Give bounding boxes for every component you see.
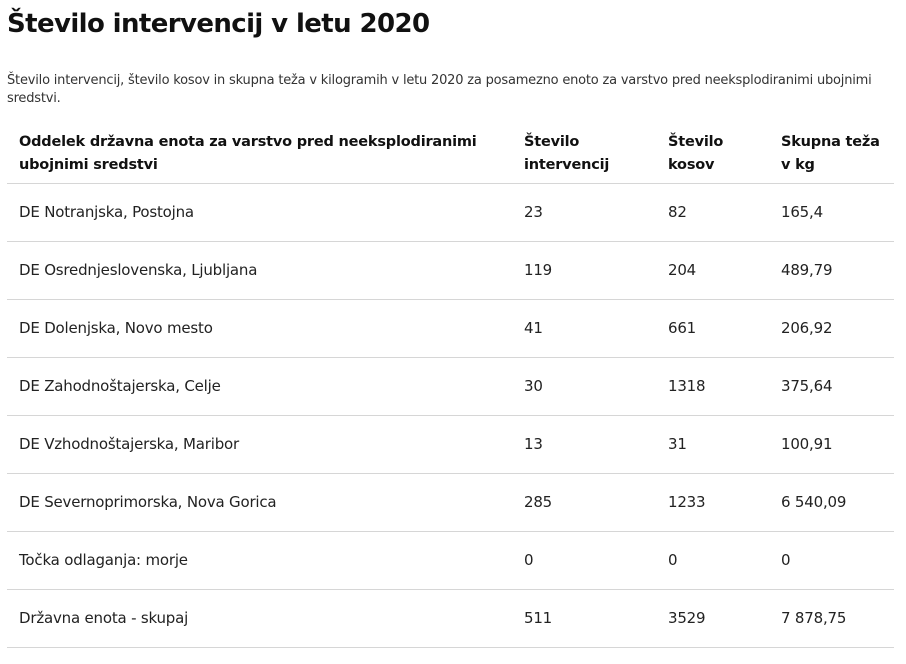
cell-weight: 375,64 xyxy=(769,357,894,416)
header-weight: Skupna teža v kg xyxy=(769,120,894,184)
table-caption: Število intervencij, število kosov in sk… xyxy=(7,73,872,106)
cell-unit: Točka odlaganja: morje xyxy=(7,531,512,590)
cell-unit: DE Zahodnoštajerska, Celje xyxy=(7,357,512,416)
header-pieces: Število kosov xyxy=(656,120,769,184)
cell-interventions: 30 xyxy=(512,357,656,416)
cell-unit: DE Osrednjeslovenska, Ljubljana xyxy=(7,241,512,300)
table-body: DE Notranjska, Postojna 23 82 165,4 DE O… xyxy=(7,183,894,648)
cell-weight: 165,4 xyxy=(769,183,894,242)
cell-interventions: 0 xyxy=(512,531,656,590)
table-row: DE Severnoprimorska, Nova Gorica 285 123… xyxy=(7,473,894,532)
cell-unit: DE Vzhodnoštajerska, Maribor xyxy=(7,415,512,474)
cell-weight: 6 540,09 xyxy=(769,473,894,532)
cell-weight: 100,91 xyxy=(769,415,894,474)
table-header: Oddelek državna enota za varstvo pred ne… xyxy=(7,120,894,184)
cell-interventions: 23 xyxy=(512,183,656,242)
cell-pieces: 0 xyxy=(656,531,769,590)
cell-unit: DE Severnoprimorska, Nova Gorica xyxy=(7,473,512,532)
cell-interventions: 13 xyxy=(512,415,656,474)
table-row: Točka odlaganja: morje 0 0 0 xyxy=(7,531,894,590)
cell-pieces: 661 xyxy=(656,299,769,358)
cell-pieces: 31 xyxy=(656,415,769,474)
cell-pieces: 1233 xyxy=(656,473,769,532)
cell-pieces: 1318 xyxy=(656,357,769,416)
table-row: DE Vzhodnoštajerska, Maribor 13 31 100,9… xyxy=(7,415,894,474)
table-row: DE Notranjska, Postojna 23 82 165,4 xyxy=(7,183,894,242)
cell-pieces: 204 xyxy=(656,241,769,300)
table-row-total: Državna enota - skupaj 511 3529 7 878,75 xyxy=(7,589,894,648)
cell-pieces: 3529 xyxy=(656,589,769,648)
cell-weight: 489,79 xyxy=(769,241,894,300)
table-row: DE Osrednjeslovenska, Ljubljana 119 204 … xyxy=(7,241,894,300)
cell-weight: 7 878,75 xyxy=(769,589,894,648)
table-row: DE Dolenjska, Novo mesto 41 661 206,92 xyxy=(7,299,894,358)
cell-interventions: 285 xyxy=(512,473,656,532)
cell-unit: DE Dolenjska, Novo mesto xyxy=(7,299,512,358)
cell-weight: 206,92 xyxy=(769,299,894,358)
interventions-table: Oddelek državna enota za varstvo pred ne… xyxy=(7,120,894,648)
table-row: DE Zahodnoštajerska, Celje 30 1318 375,6… xyxy=(7,357,894,416)
header-interventions: Število intervencij xyxy=(512,120,656,184)
cell-interventions: 511 xyxy=(512,589,656,648)
cell-pieces: 82 xyxy=(656,183,769,242)
page-title: Število intervencij v letu 2020 xyxy=(7,9,430,39)
cell-weight: 0 xyxy=(769,531,894,590)
header-row: Oddelek državna enota za varstvo pred ne… xyxy=(7,120,894,184)
cell-interventions: 41 xyxy=(512,299,656,358)
cell-interventions: 119 xyxy=(512,241,656,300)
cell-unit: Državna enota - skupaj xyxy=(7,589,512,648)
cell-unit: DE Notranjska, Postojna xyxy=(7,183,512,242)
header-unit: Oddelek državna enota za varstvo pred ne… xyxy=(7,120,512,184)
